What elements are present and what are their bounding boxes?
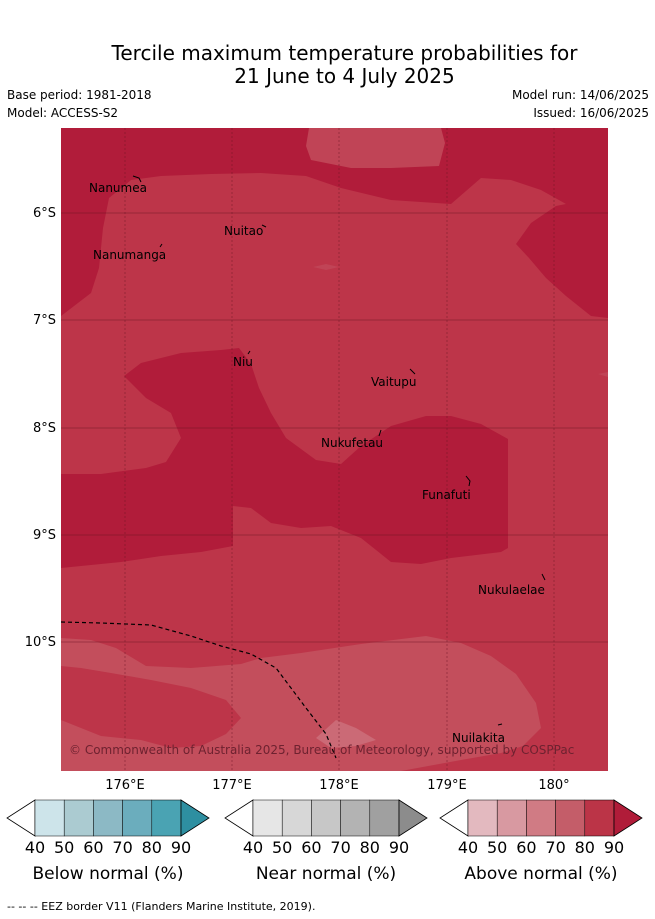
- lon-label-180: 180°: [538, 778, 570, 793]
- colorbar-title-below: Below normal (%): [32, 864, 184, 884]
- region-dark-center: [61, 348, 508, 568]
- colorbar-above-bin-1: [496, 799, 527, 837]
- map-canvas: [61, 128, 608, 771]
- colorbar-near-tick-40: 40: [242, 838, 264, 857]
- colorbar-near-tick-90: 90: [388, 838, 410, 857]
- colorbar-below-tick-70: 70: [112, 838, 133, 857]
- island-mark-niu: [247, 350, 251, 355]
- region-speck-2: [598, 372, 608, 377]
- lon-label-177e: 177°E: [212, 778, 252, 793]
- colorbars: [6, 799, 643, 837]
- colorbar-above-bin-4: [584, 799, 615, 837]
- lat-label-9s: 9°S: [32, 528, 56, 543]
- eez-border: [61, 621, 337, 759]
- colorbar-below-tick-40: 40: [24, 838, 46, 857]
- colorbar-above-bin-3: [555, 799, 586, 837]
- region-light-top: [306, 128, 445, 168]
- region-light-bottom: [61, 636, 541, 771]
- island-label-niu: Niu: [233, 355, 253, 369]
- colorbar-above-tick-60: 60: [516, 838, 537, 857]
- colorbar-above-bin-2: [526, 799, 556, 837]
- title-line-2: 21 June to 4 July 2025: [234, 64, 455, 88]
- colorbar-above-tick-50: 50: [487, 838, 508, 857]
- colorbar-above-over: [613, 799, 643, 837]
- island-label-funafuti: Funafuti: [422, 488, 471, 502]
- island-label-vaitupu: Vaitupu: [371, 375, 417, 389]
- colorbar-below-tick-80: 80: [141, 838, 162, 857]
- colorbar-above-under: [439, 799, 469, 837]
- colorbar-near: [224, 799, 428, 837]
- island-mark-nanumea: [132, 175, 142, 183]
- lat-label-7s: 7°S: [32, 313, 56, 328]
- region-speck: [313, 264, 339, 270]
- graticule: [61, 212, 608, 643]
- island-mark-vaitupu: [409, 368, 416, 375]
- island-mark-nukufetau: [378, 429, 382, 437]
- meridians: [124, 128, 555, 771]
- colorbar-below-under: [6, 799, 36, 837]
- issued-date: Issued: 16/06/2025: [533, 106, 649, 120]
- colorbar-below-bin-2: [93, 799, 123, 837]
- colorbar-near-over: [398, 799, 428, 837]
- island-label-nukufetau: Nukufetau: [321, 436, 384, 450]
- eez-legend-note: -- -- -- EEZ border V11 (Flanders Marine…: [7, 900, 316, 913]
- island-markers: [132, 175, 546, 726]
- colorbar-above-bin-0: [467, 799, 498, 837]
- lon-label-178e: 178°E: [319, 778, 359, 793]
- lon-label-179e: 179°E: [427, 778, 467, 793]
- colorbar-near-bin-0: [252, 799, 283, 837]
- colorbar-above-tick-70: 70: [545, 838, 566, 857]
- colorbar-below-tick-60: 60: [83, 838, 104, 857]
- lat-label-8s: 8°S: [32, 421, 56, 436]
- colorbar-above-tick-90: 90: [603, 838, 625, 857]
- region-lighter-bottom: [316, 720, 376, 748]
- colorbar-near-tick-50: 50: [272, 838, 293, 857]
- island-mark-funafuti: [465, 475, 471, 487]
- copyright-notice: © Commonwealth of Australia 2025, Bureau…: [69, 743, 575, 757]
- island-label-nanumanga: Nanumanga: [93, 248, 167, 262]
- colorbar-near-bin-1: [281, 799, 312, 837]
- island-mark-nukulaelae: [541, 573, 546, 581]
- colorbar-below-bin-0: [34, 799, 65, 837]
- colorbar-near-bin-4: [369, 799, 400, 837]
- colorbar-near-tick-80: 80: [359, 838, 380, 857]
- title-line-1: Tercile maximum temperature probabilitie…: [111, 41, 578, 65]
- colorbar-near-bin-2: [311, 799, 341, 837]
- probability-map: Nanumea Nuitao Nanumanga Niu Vaitupu Nuk…: [61, 128, 608, 771]
- colorbar-above-tick-40: 40: [457, 838, 479, 857]
- colorbar-near-under: [224, 799, 254, 837]
- colorbar-near-tick-60: 60: [301, 838, 322, 857]
- island-mark-nuilakita: [497, 723, 503, 726]
- colorbar-near-tick-70: 70: [330, 838, 351, 857]
- colorbar-title-near: Near normal (%): [255, 864, 397, 884]
- colorbar-above: [439, 799, 643, 837]
- colorbar-below-over: [180, 799, 210, 837]
- base-period: Base period: 1981-2018: [7, 88, 152, 102]
- colorbar-below-tick-50: 50: [54, 838, 75, 857]
- model-name: Model: ACCESS-S2: [7, 106, 119, 120]
- island-label-nuilakita: Nuilakita: [452, 731, 505, 745]
- lat-label-6s: 6°S: [32, 206, 56, 221]
- colorbar-below-bin-4: [151, 799, 182, 837]
- colorbar-near-bin-3: [340, 799, 371, 837]
- colorbar-below: [6, 799, 210, 837]
- island-mark-nuitao: [261, 224, 267, 228]
- island-label-nukulaelae: Nukulaelae: [478, 583, 545, 597]
- region-dark-top: [61, 128, 608, 318]
- island-label-nanumea: Nanumea: [89, 181, 147, 195]
- colorbar-above-tick-80: 80: [574, 838, 595, 857]
- colorbar-below-bin-1: [63, 799, 94, 837]
- colorbar-below-tick-90: 90: [170, 838, 192, 857]
- lat-label-10s: 10°S: [24, 635, 56, 650]
- island-mark-nanumanga: [159, 243, 163, 248]
- colorbar-below-bin-3: [122, 799, 153, 837]
- lon-label-176e: 176°E: [105, 778, 145, 793]
- model-run: Model run: 14/06/2025: [511, 88, 649, 102]
- colorbar-title-above: Above normal (%): [464, 864, 618, 884]
- island-label-nuitao: Nuitao: [224, 224, 264, 238]
- chart-title: Tercile maximum temperature probabilitie…: [0, 42, 655, 88]
